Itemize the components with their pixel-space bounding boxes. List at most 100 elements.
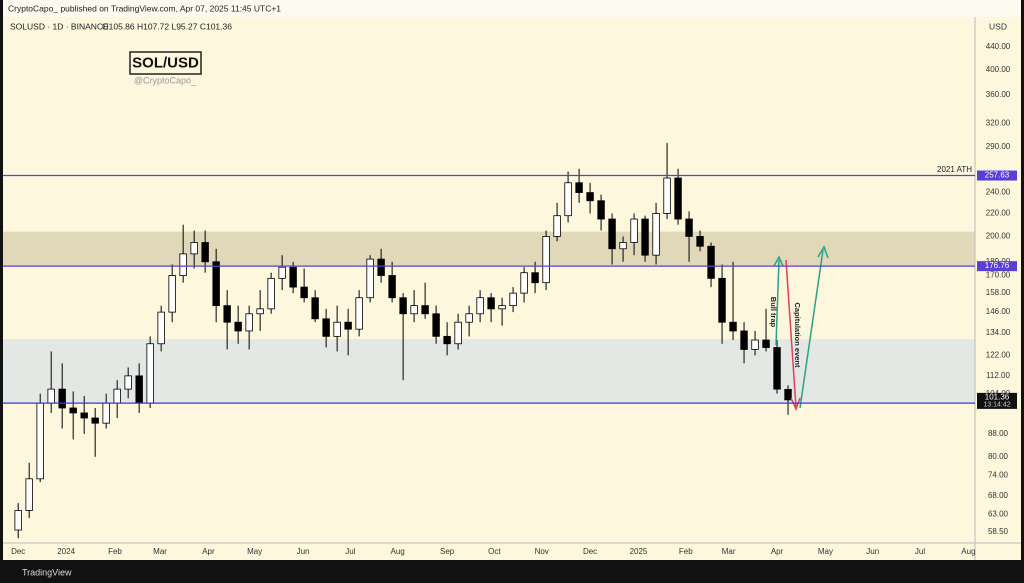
- candle-body: [333, 321, 341, 337]
- candle-body: [487, 297, 495, 310]
- candle-body: [245, 313, 253, 332]
- candle-body: [751, 339, 759, 350]
- y-tick-label: 400.00: [986, 65, 1011, 74]
- y-tick-label: 290.00: [986, 142, 1011, 151]
- arrow-head: [773, 255, 784, 267]
- x-tick-label: Oct: [488, 547, 501, 556]
- candle-body: [190, 242, 198, 255]
- candle-body: [25, 478, 33, 511]
- x-tick-label: Mar: [722, 547, 736, 556]
- candle-body: [399, 297, 407, 315]
- annotation: Capitulation event: [793, 302, 802, 368]
- zone: [3, 231, 975, 267]
- x-tick-label: Dec: [583, 547, 597, 556]
- candle-body: [597, 200, 605, 220]
- candle-body: [608, 218, 616, 250]
- candle-body: [256, 308, 264, 315]
- candle-body: [553, 215, 561, 237]
- candle-body: [575, 182, 583, 193]
- top-bar: [3, 0, 1021, 17]
- candle-body: [366, 258, 374, 299]
- candle-body: [586, 192, 594, 202]
- candle-body: [58, 388, 66, 409]
- candle-body: [696, 236, 704, 247]
- x-tick-label: May: [247, 547, 262, 556]
- candle-body: [630, 218, 638, 243]
- candle-body: [641, 218, 649, 256]
- candles: [14, 142, 792, 539]
- annotation: Bull trap: [769, 297, 778, 328]
- candle-body: [432, 313, 440, 337]
- candle-body: [784, 389, 792, 401]
- overlay: SOLUSD · 1D · BINANCE O105.86 H107.72 L9…: [3, 17, 1021, 583]
- y-tick-label: 146.00: [986, 307, 1011, 316]
- candle-body: [388, 275, 396, 299]
- x-tick-label: Jul: [345, 547, 355, 556]
- candle-body: [80, 412, 88, 419]
- candle-body: [674, 177, 682, 220]
- x-tick-label: Aug: [961, 547, 975, 556]
- candle-body: [113, 388, 121, 404]
- y-tick-label: 170.00: [986, 271, 1011, 280]
- candle-body: [476, 297, 484, 315]
- y-tick-label: 200.00: [986, 232, 1011, 241]
- zones: [3, 231, 975, 404]
- candle-body: [377, 258, 385, 276]
- zone: [3, 339, 975, 404]
- x-tick-label: Apr: [771, 547, 784, 556]
- countdown: 13:14:42: [983, 402, 1010, 409]
- candle-body: [344, 321, 352, 330]
- x-tick-label: Feb: [108, 547, 122, 556]
- y-tick-label: 122.00: [986, 350, 1011, 359]
- candle-body: [762, 339, 770, 348]
- last-price: 101.36: [985, 392, 1010, 401]
- candle-body: [135, 375, 143, 404]
- candle-body: [322, 318, 330, 337]
- annotation: 2021 ATH: [937, 165, 972, 174]
- y-tick-label: 134.00: [986, 328, 1011, 337]
- candle-body: [300, 286, 308, 299]
- title-box: [129, 51, 202, 75]
- y-tick-label: 360.00: [986, 90, 1011, 99]
- x-tick-label: May: [818, 547, 833, 556]
- candle-body: [146, 343, 154, 404]
- candle-body: [531, 272, 539, 284]
- symbol: SOLUSD · 1D · BINANCE: [10, 21, 109, 31]
- x-tick-label: Sep: [440, 547, 455, 556]
- x-tick-label: Mar: [153, 547, 167, 556]
- plot-background: [3, 17, 1021, 560]
- arrow: [799, 249, 824, 409]
- candle-body: [124, 375, 132, 390]
- y-axis-label: USD: [989, 21, 1007, 31]
- publisher-line: CryptoCapo_ published on TradingView.com…: [8, 3, 281, 13]
- candle-body: [47, 388, 55, 404]
- y-tick-label: 112.00: [986, 371, 1010, 380]
- arrow: [775, 259, 780, 346]
- x-tick-label: 2024: [57, 547, 75, 556]
- y-tick-label: 88.00: [988, 429, 1009, 438]
- y-tick-label: 63.00: [988, 509, 1009, 518]
- level-label: 257.63: [985, 171, 1010, 180]
- candle-body: [311, 297, 319, 320]
- candle-body: [223, 305, 231, 323]
- candle-body: [289, 266, 297, 288]
- candle-body: [421, 305, 429, 315]
- x-tick-label: Jun: [297, 547, 310, 556]
- y-tick-label: 58.50: [988, 527, 1009, 536]
- candle-body: [685, 218, 693, 237]
- y-tick-label: 240.00: [986, 188, 1011, 197]
- candle-body: [201, 242, 209, 263]
- arrow-head: [817, 245, 829, 259]
- candle-body: [91, 417, 99, 424]
- y-tick-label: 74.00: [988, 471, 1009, 480]
- candle-body: [14, 510, 22, 531]
- last-price-bg: [977, 392, 1017, 409]
- x-tick-label: 2025: [630, 547, 648, 556]
- x-tick-label: Aug: [391, 547, 405, 556]
- x-tick-label: Jun: [866, 547, 879, 556]
- candle-body: [498, 305, 506, 310]
- candle-body: [718, 277, 726, 323]
- candle-body: [410, 305, 418, 315]
